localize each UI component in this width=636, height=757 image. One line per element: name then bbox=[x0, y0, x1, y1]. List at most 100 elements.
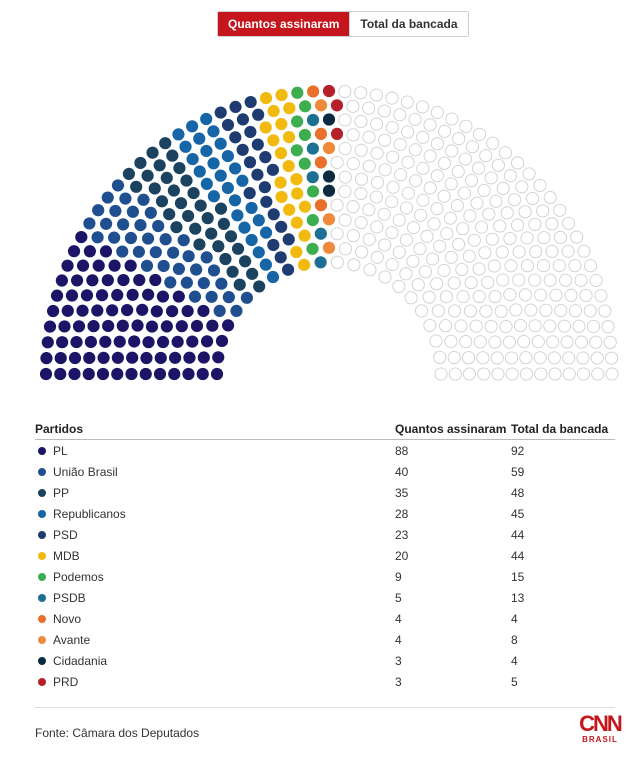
seat-signed bbox=[169, 351, 182, 364]
seat-signed bbox=[67, 245, 81, 258]
seat-empty bbox=[354, 143, 368, 157]
seat-empty bbox=[438, 124, 452, 138]
seat-empty bbox=[394, 168, 408, 182]
seat-signed bbox=[259, 92, 273, 105]
seat-signed bbox=[290, 216, 303, 229]
seat-empty bbox=[414, 208, 428, 222]
seat-empty bbox=[330, 198, 344, 212]
seat-signed bbox=[171, 335, 184, 348]
party-name: PRD bbox=[53, 674, 79, 689]
seat-empty bbox=[464, 276, 478, 290]
seat-signed bbox=[68, 351, 82, 365]
seat-empty bbox=[448, 304, 462, 318]
seat-signed bbox=[251, 168, 264, 181]
seat-empty bbox=[503, 169, 517, 183]
seat-signed bbox=[58, 320, 71, 333]
seat-empty bbox=[450, 199, 464, 213]
seat-signed bbox=[207, 190, 220, 203]
seat-empty bbox=[557, 319, 571, 333]
seat-empty bbox=[433, 350, 447, 364]
seat-signed bbox=[130, 180, 143, 193]
seat-empty bbox=[454, 319, 468, 333]
party-name: Podemos bbox=[53, 569, 104, 584]
seat-empty bbox=[447, 276, 461, 290]
seat-signed bbox=[275, 190, 288, 204]
seat-empty bbox=[430, 169, 444, 183]
parliament-chart bbox=[39, 84, 619, 381]
seat-signed bbox=[172, 128, 185, 141]
seat-signed bbox=[200, 144, 213, 158]
total-view-button[interactable]: Total da bancada bbox=[349, 12, 468, 36]
seat-empty bbox=[477, 183, 491, 198]
signed-view-button[interactable]: Quantos assinaram bbox=[218, 12, 350, 36]
signed-count: 4 bbox=[395, 632, 402, 647]
seat-empty bbox=[411, 278, 425, 292]
seat-empty bbox=[489, 194, 503, 208]
table-header-row: Partidos Quantos assinaram Total da banc… bbox=[35, 418, 615, 440]
header-total: Total da bancada bbox=[511, 418, 615, 440]
signed-count: 40 bbox=[395, 464, 409, 479]
seat-empty bbox=[536, 204, 550, 218]
seat-empty bbox=[515, 180, 529, 194]
seat-empty bbox=[494, 304, 508, 318]
seat-empty bbox=[524, 303, 538, 317]
seat-signed bbox=[134, 219, 147, 232]
seat-signed bbox=[83, 351, 96, 365]
seat-signed bbox=[91, 304, 104, 317]
seat-empty bbox=[495, 245, 509, 259]
seat-signed bbox=[70, 336, 83, 349]
seat-signed bbox=[111, 288, 124, 302]
seat-empty bbox=[404, 291, 418, 305]
seat-empty bbox=[369, 190, 383, 204]
seat-empty bbox=[491, 158, 505, 172]
seat-empty bbox=[568, 304, 583, 318]
signed-count: 4 bbox=[395, 611, 402, 626]
seat-empty bbox=[392, 279, 406, 293]
seat-empty bbox=[445, 144, 459, 158]
seat-empty bbox=[469, 319, 483, 333]
seat-signed bbox=[182, 367, 195, 381]
seat-signed bbox=[306, 113, 320, 127]
seat-empty bbox=[487, 259, 501, 273]
seat-signed bbox=[291, 187, 304, 200]
signed-count: 88 bbox=[395, 443, 409, 458]
seat-empty bbox=[456, 290, 470, 304]
seat-empty bbox=[496, 181, 510, 196]
seat-empty bbox=[458, 152, 472, 166]
seat-signed bbox=[322, 84, 336, 98]
total-count: 44 bbox=[511, 548, 525, 563]
party-cell: PRD bbox=[35, 671, 395, 692]
seat-signed bbox=[229, 100, 242, 113]
seat-signed bbox=[275, 88, 288, 102]
seat-empty bbox=[338, 213, 352, 227]
seat-signed bbox=[322, 141, 336, 155]
seat-empty bbox=[472, 290, 486, 304]
party-name: Cidadania bbox=[53, 653, 108, 668]
seat-empty bbox=[370, 250, 384, 264]
seat-signed bbox=[245, 201, 258, 215]
seat-signed bbox=[291, 86, 304, 99]
seat-signed bbox=[159, 137, 172, 150]
seat-empty bbox=[423, 181, 437, 195]
seat-signed bbox=[200, 177, 213, 190]
seat-signed bbox=[217, 217, 230, 230]
seat-signed bbox=[146, 146, 159, 159]
seat-empty bbox=[448, 367, 462, 381]
table-row: Republicanos 28 45 bbox=[35, 503, 615, 524]
signed-count: 9 bbox=[395, 569, 402, 584]
seat-empty bbox=[500, 206, 514, 220]
seat-signed bbox=[291, 115, 304, 128]
header-signed: Quantos assinaram bbox=[395, 418, 511, 440]
seat-empty bbox=[399, 201, 413, 215]
seat-empty bbox=[399, 233, 413, 247]
seat-empty bbox=[598, 304, 612, 318]
seat-empty bbox=[504, 259, 518, 273]
seat-empty bbox=[491, 367, 505, 381]
seat-empty bbox=[512, 273, 526, 287]
table-row: PSDB 5 13 bbox=[35, 587, 615, 608]
party-cell: MDB bbox=[35, 545, 395, 566]
seat-empty bbox=[519, 367, 534, 381]
seat-signed bbox=[80, 289, 94, 302]
seat-signed bbox=[306, 142, 319, 155]
seat-signed bbox=[86, 274, 99, 287]
